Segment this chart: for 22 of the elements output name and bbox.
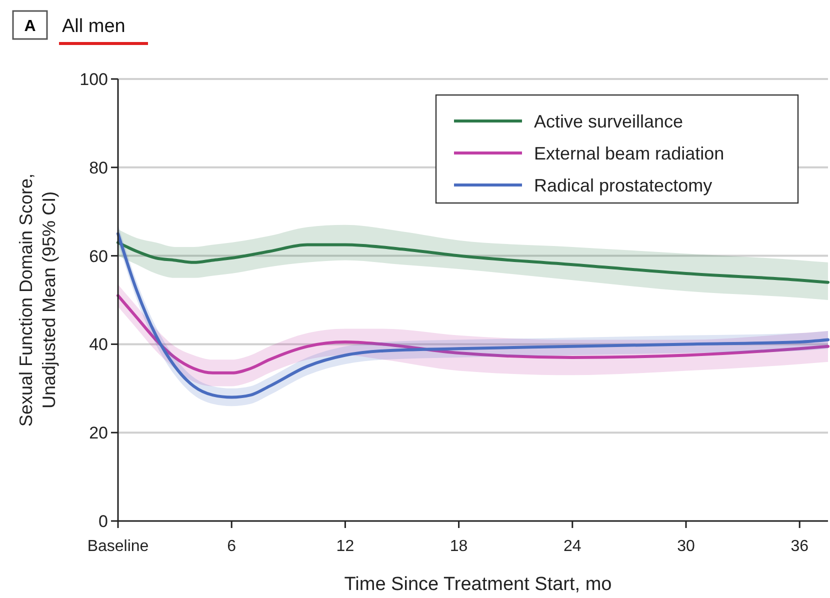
x-tick-label: 18 — [450, 538, 468, 555]
y-tick-label: 20 — [89, 424, 108, 443]
y-tick-label: 40 — [89, 335, 108, 354]
x-tick-label: Baseline — [87, 538, 149, 555]
x-tick-label: 6 — [227, 538, 236, 555]
x-tick-label: 30 — [677, 538, 695, 555]
x-tick-label: 24 — [564, 538, 582, 555]
x-tick-label: 36 — [790, 538, 809, 555]
y-tick-label: 0 — [98, 512, 108, 531]
x-tick-label: 12 — [336, 538, 354, 555]
y-tick-label: 80 — [89, 158, 108, 178]
legend-label: Radical prostatectomy — [534, 175, 712, 196]
text: A — [24, 18, 36, 35]
chart-title: All men — [62, 16, 126, 37]
line-series — [116, 241, 830, 284]
legend-label: External beam radiation — [534, 143, 724, 164]
y-tick-label: 100 — [80, 70, 108, 89]
y-axis-title: Sexual Function Domain Score, Unadjusted Mean (95% CI) — [16, 173, 59, 427]
y-tick-label: 60 — [89, 246, 108, 266]
legend-label: Active surveillance — [534, 111, 684, 132]
x-axis-title: Time Since Treatment Start, mo — [344, 574, 612, 595]
line-series — [116, 294, 830, 374]
